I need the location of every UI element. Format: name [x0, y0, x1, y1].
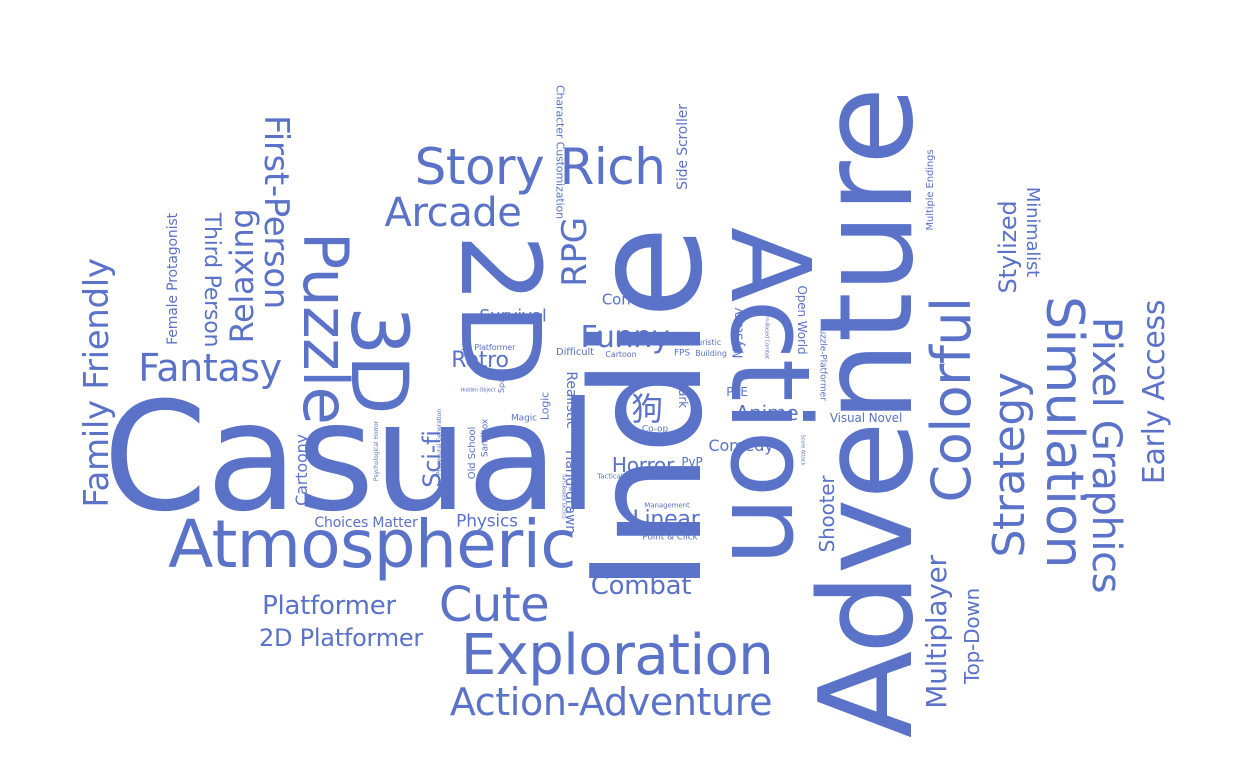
- word: Retro: [451, 348, 509, 373]
- word: Magic: [511, 413, 537, 424]
- word: Arcade: [384, 190, 522, 236]
- word: Strategy: [984, 372, 1035, 558]
- word: 狗: [631, 390, 663, 428]
- word: Top-Down: [960, 587, 984, 685]
- word: Family Friendly: [77, 258, 117, 508]
- word: Visual Novel: [829, 411, 903, 425]
- word: Cute: [438, 577, 550, 633]
- word: Character Customization: [553, 84, 567, 220]
- word: Turn-Based Tactics: [560, 473, 567, 519]
- word: Score Attack: [799, 434, 806, 466]
- word: Pixel Graphics: [1083, 316, 1129, 594]
- word: Tactical: [597, 472, 623, 481]
- word: Puzzle-Platformer: [817, 323, 828, 401]
- word: Multiple Endings: [925, 149, 936, 231]
- word: Co-op: [641, 424, 669, 435]
- word: Shooter: [815, 475, 839, 553]
- word: First-Person: [256, 115, 296, 309]
- word: 2D Platformer: [258, 624, 424, 652]
- word: Turn-Based Combat: [763, 311, 770, 359]
- word: Comedy: [708, 436, 774, 455]
- word: Female Protagonist: [165, 213, 181, 345]
- word: FPS: [673, 348, 691, 359]
- word: Cartoony: [292, 434, 311, 506]
- word: Side Scroller: [675, 104, 691, 190]
- word: Exploration: [460, 623, 774, 688]
- word: Old School: [467, 426, 478, 480]
- word: Atmospheric: [168, 506, 576, 583]
- word: Third Person: [199, 212, 224, 348]
- word: Logic: [538, 391, 552, 421]
- word: Controller: [601, 290, 675, 309]
- word: 3D Platformer: [460, 343, 516, 352]
- word: PvE: [726, 385, 748, 399]
- word: Physics: [456, 511, 518, 532]
- word: Multiplayer: [920, 555, 953, 709]
- word: Hidden Object: [460, 387, 496, 394]
- word: Choices Matter: [314, 515, 418, 531]
- word: Dark: [676, 380, 690, 408]
- word: Early Access: [1137, 299, 1172, 485]
- word: Realistic: [563, 371, 579, 429]
- word: Casual: [102, 371, 599, 545]
- word: Mystery: [731, 307, 747, 359]
- word: Minimalist: [1022, 186, 1043, 278]
- word: Horror: [611, 453, 675, 477]
- word: Action-Adventure: [449, 680, 773, 724]
- word: PvP: [681, 455, 703, 469]
- word: Anime: [735, 401, 799, 425]
- word: Building: [695, 349, 727, 358]
- word: Linear: [632, 507, 700, 532]
- word: Combat: [590, 571, 692, 601]
- word: Platformer: [262, 591, 396, 621]
- word: Difficult: [556, 347, 594, 358]
- word: Puzzle: [289, 231, 362, 425]
- word: RPG: [555, 217, 595, 287]
- word: Point & Click: [642, 532, 698, 543]
- word: Survival: [479, 306, 547, 327]
- word: Violent: [637, 379, 661, 388]
- word: Stylized: [994, 200, 1022, 294]
- word: Sandbox: [480, 418, 491, 458]
- word: Space: [497, 369, 506, 393]
- word: Story Rich: [414, 138, 666, 196]
- word: Procedural Generation: [436, 408, 443, 476]
- word: Futuristic: [684, 338, 722, 347]
- word: Cartoon: [605, 350, 637, 359]
- word: Psychological Horror: [373, 420, 380, 482]
- word: Relaxing: [223, 208, 261, 344]
- word: Funny: [580, 320, 670, 355]
- word: Fantasy: [138, 346, 282, 390]
- word: Management: [644, 501, 690, 510]
- word: Open World: [795, 285, 809, 355]
- word: Colorful: [920, 297, 983, 503]
